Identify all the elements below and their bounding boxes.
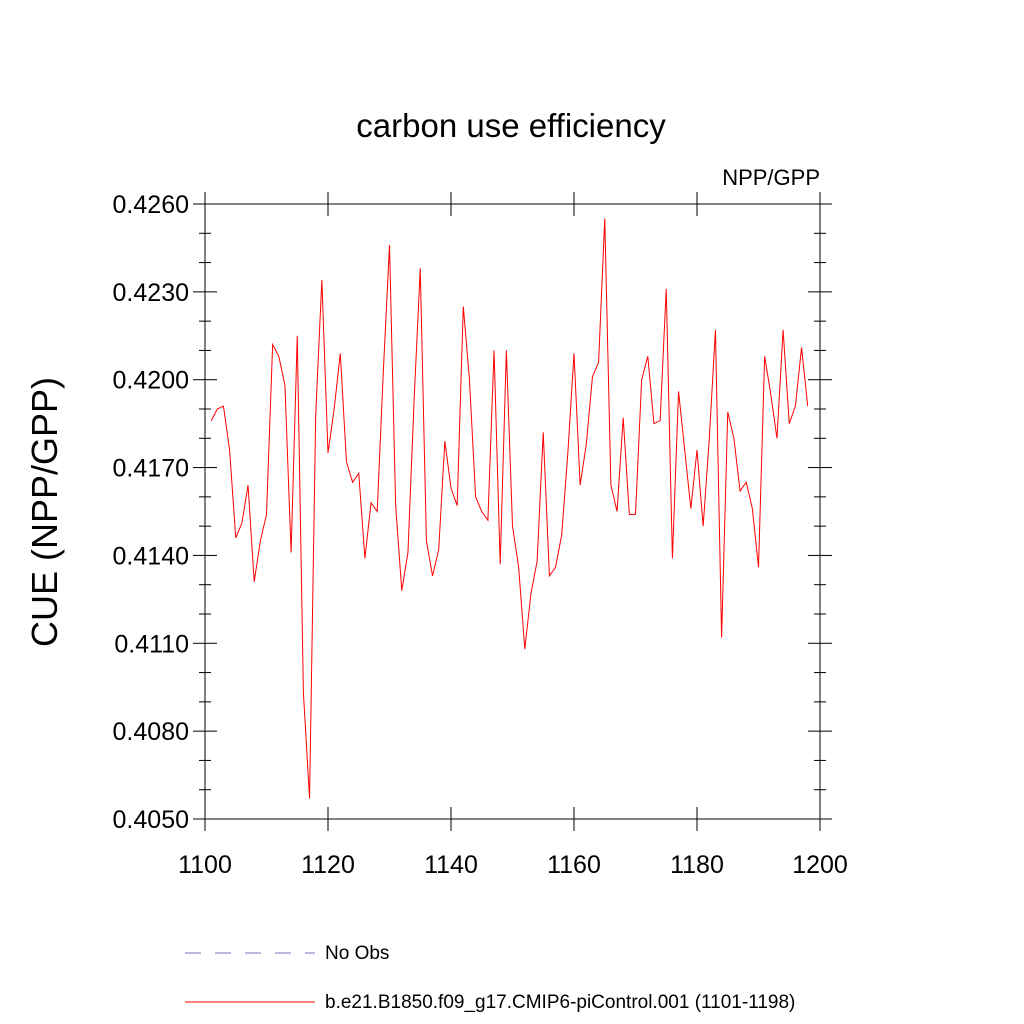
y-axis-label: CUE (NPP/GPP) <box>24 377 65 647</box>
y-tick-label: 0.4200 <box>113 367 189 395</box>
series-line-1 <box>210 218 809 799</box>
y-tick-label: 0.4140 <box>113 542 189 570</box>
y-tick-label: 0.4080 <box>113 718 189 746</box>
y-tick-label: 0.4230 <box>113 279 189 307</box>
x-tick-label: 1100 <box>178 851 232 879</box>
x-tick-label: 1120 <box>301 851 355 879</box>
chart-subtitle: NPP/GPP <box>722 165 820 190</box>
x-tick-label: 1200 <box>792 851 848 879</box>
plot-frame <box>204 203 821 820</box>
x-tick-label: 1160 <box>547 851 601 879</box>
y-tick-label: 0.4170 <box>113 455 189 483</box>
y-tick-label: 0.4260 <box>113 191 189 219</box>
x-tick-label: 1180 <box>670 851 724 879</box>
legend-label-no-obs: No Obs <box>325 943 389 964</box>
legend: No Obs b.e21.B1850.f09_g17.CMIP6-piContr… <box>185 943 795 1013</box>
x-tick-label: 1140 <box>424 851 478 879</box>
legend-label-model: b.e21.B1850.f09_g17.CMIP6-piControl.001 … <box>325 992 795 1013</box>
chart-title: carbon use efficiency <box>356 107 666 144</box>
y-tick-label: 0.4110 <box>114 630 189 658</box>
plot-area: 0.4050 0.4080 0.4110 0.4140 0.4170 0.4200 0.42… <box>113 191 848 879</box>
y-tick-label: 0.4050 <box>113 806 189 834</box>
